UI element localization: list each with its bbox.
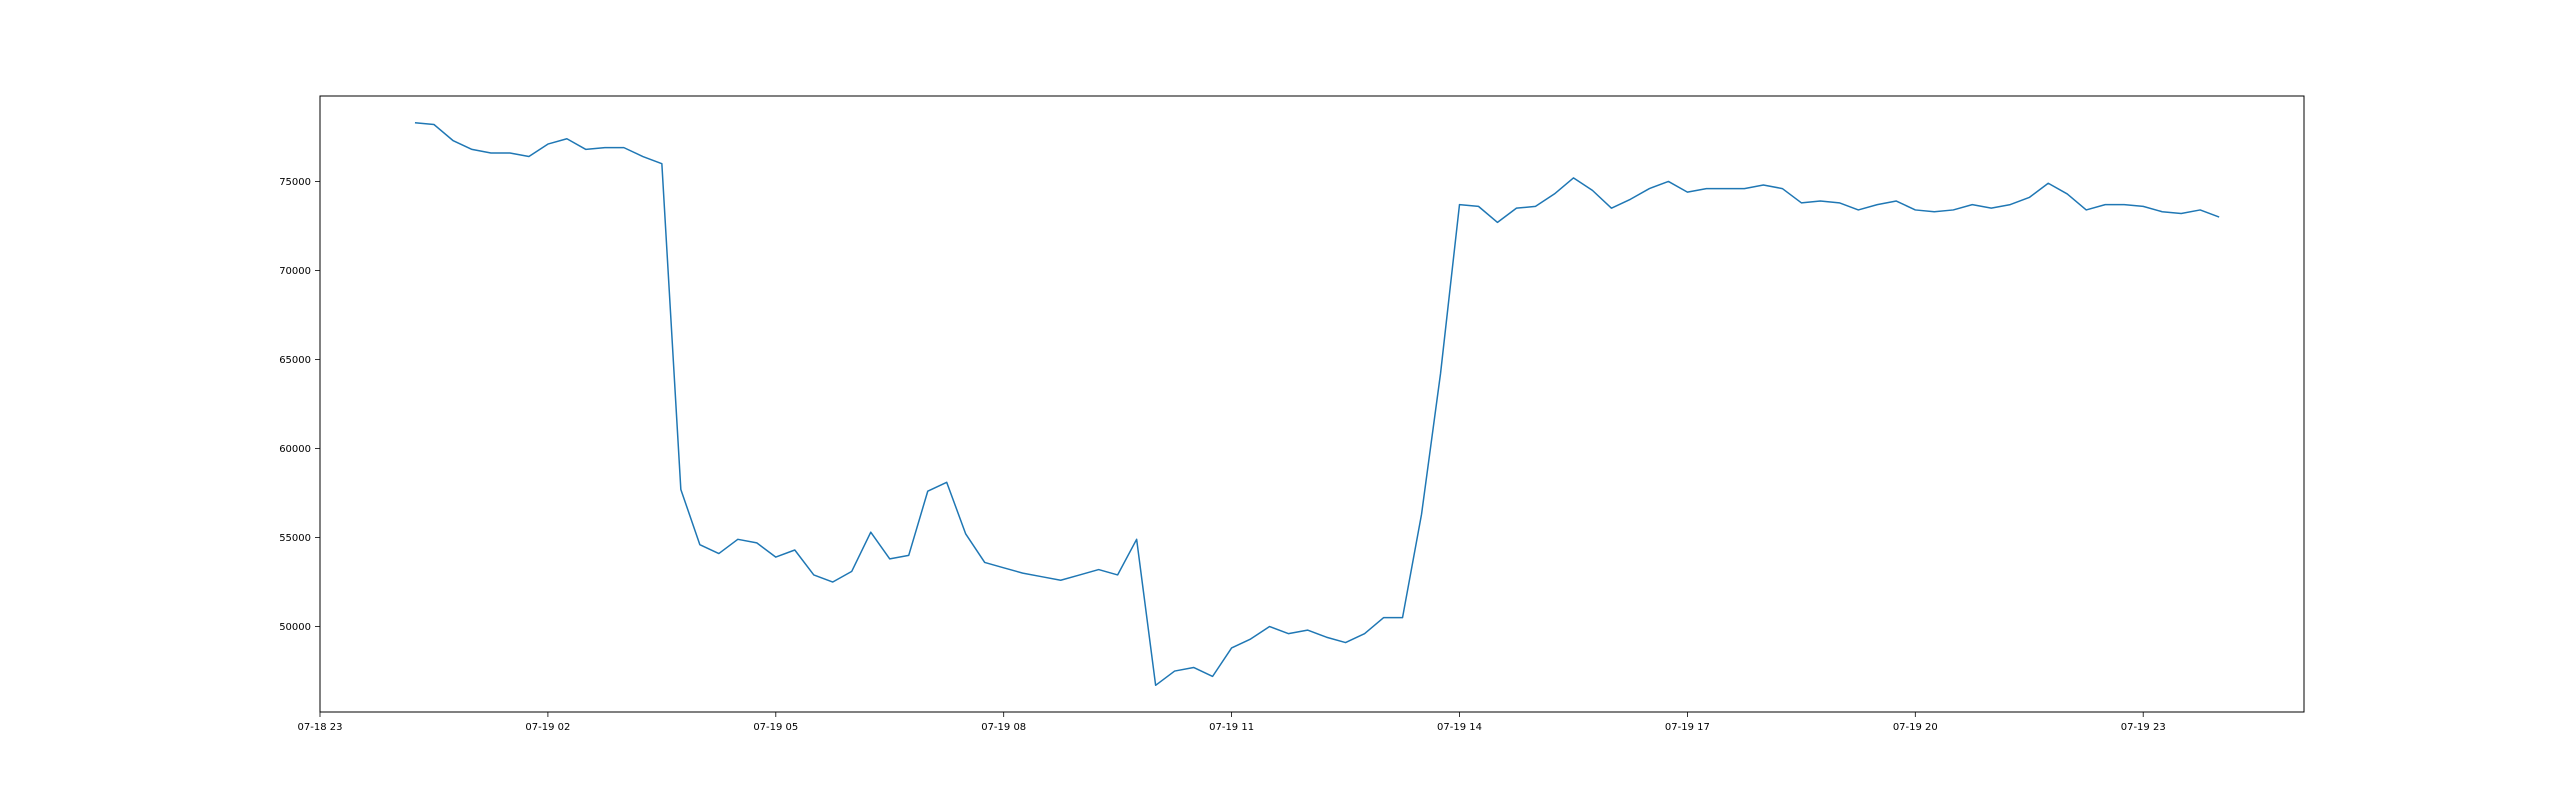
x-tick-label: 07-19 02 bbox=[525, 722, 570, 733]
y-tick-label: 50000 bbox=[279, 622, 311, 633]
x-axis: 07-18 23 07-19 02 07-19 05 07-19 08 07-19 11… bbox=[298, 712, 2166, 733]
x-tick-label: 07-19 05 bbox=[753, 722, 798, 733]
x-tick-label: 07-19 08 bbox=[981, 722, 1026, 733]
y-tick-label: 70000 bbox=[279, 266, 311, 277]
y-tick-label: 55000 bbox=[279, 533, 311, 544]
x-tick-label: 07-18 23 bbox=[298, 722, 343, 733]
y-tick-label: 75000 bbox=[279, 177, 311, 188]
plot-area-frame bbox=[319, 95, 2305, 713]
x-tick-label: 07-19 20 bbox=[1893, 722, 1938, 733]
series-line bbox=[414, 121, 2220, 687]
y-tick-label: 60000 bbox=[279, 444, 311, 455]
x-tick-label: 07-19 11 bbox=[1209, 722, 1254, 733]
x-tick-label: 07-19 17 bbox=[1665, 722, 1710, 733]
y-tick-label: 65000 bbox=[279, 355, 311, 366]
y-axis: 50000 55000 60000 65000 70000 75000 bbox=[279, 177, 320, 633]
x-tick-label: 07-19 14 bbox=[1437, 722, 1482, 733]
x-tick-label: 07-19 23 bbox=[2121, 722, 2166, 733]
